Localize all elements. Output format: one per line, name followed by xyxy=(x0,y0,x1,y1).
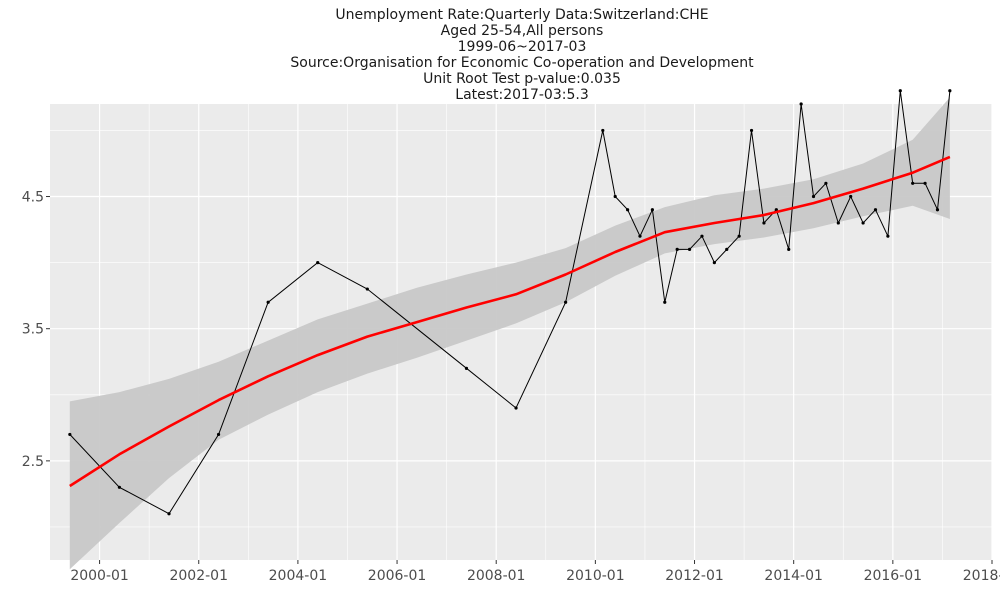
data-point xyxy=(564,300,568,304)
x-tick-label: 2014-01 xyxy=(764,568,823,584)
data-point xyxy=(712,261,716,265)
x-tick-label: 2018-01 xyxy=(963,568,1000,584)
x-tick-label: 2000-01 xyxy=(70,568,129,584)
title-line-5: Unit Root Test p-value:0.035 xyxy=(423,71,621,87)
title-line-6: Latest:2017-03:5.3 xyxy=(455,87,588,103)
x-tick-label: 2008-01 xyxy=(467,568,526,584)
data-point xyxy=(464,366,469,370)
data-point xyxy=(898,89,902,93)
data-point xyxy=(663,300,667,304)
data-point xyxy=(700,234,704,238)
chart-title: Unemployment Rate:Quarterly Data:Switzer… xyxy=(290,7,754,103)
data-point xyxy=(861,221,865,225)
data-point xyxy=(811,194,816,199)
data-point xyxy=(650,208,654,212)
data-point xyxy=(948,89,952,93)
data-point xyxy=(514,406,518,410)
x-tick-label: 2012-01 xyxy=(665,568,724,584)
confidence-band-layer xyxy=(69,97,950,570)
data-point xyxy=(625,208,630,212)
data-point xyxy=(316,261,320,265)
x-tick-label: 2006-01 xyxy=(368,568,427,584)
data-point xyxy=(836,221,840,225)
title-line-3: 1999-06~2017-03 xyxy=(458,39,587,55)
data-point xyxy=(762,221,766,225)
data-point xyxy=(687,247,692,251)
data-point xyxy=(266,300,270,304)
data-point xyxy=(749,128,754,133)
data-point xyxy=(923,181,927,185)
data-point xyxy=(935,208,940,212)
data-point xyxy=(365,287,369,291)
data-point xyxy=(68,432,72,437)
data-point xyxy=(613,194,617,199)
trend-line xyxy=(69,155,951,488)
x-tick-label: 2004-01 xyxy=(269,568,328,584)
title-line-2: Aged 25-54,All persons xyxy=(441,23,604,39)
axis-layer: 2000-01 2002-01 2004-01 2006-01 2008-01 2010-… xyxy=(22,190,1000,584)
data-point xyxy=(216,432,221,437)
y-tick-label: 2.5 xyxy=(22,454,44,470)
x-tick-label: 2016-01 xyxy=(864,568,923,584)
y-tick-label: 4.5 xyxy=(22,190,44,206)
data-point xyxy=(601,128,605,133)
title-line-1: Unemployment Rate:Quarterly Data:Switzer… xyxy=(335,7,708,23)
title-line-4: Source:Organisation for Economic Co-oper… xyxy=(290,55,754,71)
data-point xyxy=(675,247,679,251)
y-tick-label: 3.5 xyxy=(22,322,44,338)
data-point xyxy=(873,208,878,212)
series-layer xyxy=(68,89,952,516)
data-point xyxy=(737,234,741,238)
data-point xyxy=(824,181,828,185)
data-point xyxy=(799,102,803,106)
data-point xyxy=(787,247,791,251)
data-point xyxy=(886,234,890,238)
data-point xyxy=(725,247,729,251)
data-point xyxy=(638,234,642,238)
x-tick-label: 2002-01 xyxy=(169,568,228,584)
data-point xyxy=(117,485,122,489)
data-point xyxy=(849,194,853,199)
data-point xyxy=(911,181,915,185)
trend-layer xyxy=(69,155,951,488)
data-point xyxy=(167,512,171,516)
confidence-band xyxy=(69,97,950,570)
x-tick-label: 2010-01 xyxy=(566,568,625,584)
